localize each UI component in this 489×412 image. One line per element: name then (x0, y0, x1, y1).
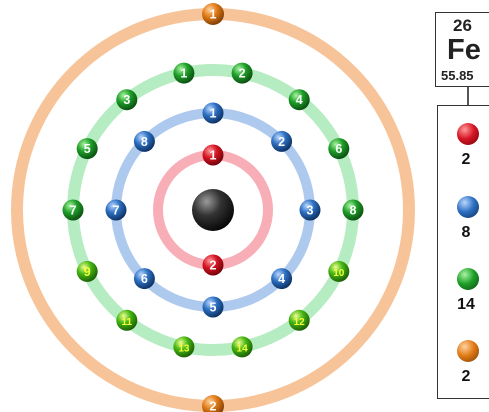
electron-number: 1 (210, 107, 217, 121)
electron-number: 13 (178, 343, 190, 354)
electron-number: 1 (210, 149, 217, 163)
electron-number: 3 (307, 204, 314, 218)
legend-count-shell-2: 8 (461, 224, 471, 241)
electron-number: 2 (278, 135, 285, 149)
shell-1-electron-2: 2 (202, 254, 224, 276)
legend-blue-electron-icon (457, 196, 479, 218)
electron-ball (76, 138, 98, 160)
electron-ball (271, 268, 293, 290)
shell-2-electron-7: 7 (105, 199, 127, 221)
electron-number: 1 (210, 8, 217, 22)
electron-number: 8 (350, 204, 357, 218)
electron-ball (231, 62, 253, 84)
electron-ball (173, 336, 195, 358)
shell-3-electron-10: 10 (328, 260, 350, 282)
shell-3-electron-13: 13 (173, 336, 195, 358)
electron-ball (288, 89, 310, 111)
atomic-number: 26 (453, 16, 472, 35)
shell-3-electron-1: 1 (173, 62, 195, 84)
shell-3-electron-6: 6 (328, 138, 350, 160)
atomic-mass: 55.85 (441, 68, 474, 83)
electron-number: 7 (113, 204, 120, 218)
shell-4-electron-1: 1 (202, 3, 224, 25)
electron-number: 4 (296, 93, 303, 107)
electron-ball (62, 199, 84, 221)
electron-number: 5 (210, 301, 217, 315)
element-symbol: Fe (447, 34, 481, 66)
legend-red-electron-icon (457, 123, 479, 145)
electron-ball (116, 89, 138, 111)
shell-3-electron-11: 11 (116, 309, 138, 331)
electron-number: 7 (70, 204, 77, 218)
electron-ball (105, 199, 127, 221)
electron-ball (328, 138, 350, 160)
shell-3-electron-12: 12 (288, 309, 310, 331)
electron-ball (173, 62, 195, 84)
card-connector-line (467, 87, 469, 105)
electron-ball (288, 309, 310, 331)
shell-3-electron-3: 3 (116, 89, 138, 111)
electron-number: 4 (278, 272, 285, 286)
legend-count-shell-3: 14 (457, 296, 475, 313)
electron-number: 6 (335, 142, 342, 156)
electron-ball (133, 130, 155, 152)
legend-count-shell-4: 2 (461, 368, 471, 385)
shell-2-electron-8: 8 (133, 130, 155, 152)
electron-number: 14 (237, 343, 249, 354)
electron-number: 2 (210, 259, 217, 273)
electron-ball (202, 254, 224, 276)
legend-count-shell-1: 2 (461, 151, 471, 168)
electron-number: 2 (210, 400, 217, 412)
legend-orange-electron-icon (457, 340, 479, 362)
nucleus (192, 189, 234, 231)
shell-2-electron-4: 4 (271, 268, 293, 290)
electron-ball (299, 199, 321, 221)
shell-3-electron-2: 2 (231, 62, 253, 84)
shell-3-electron-5: 5 (76, 138, 98, 160)
electron-ball (202, 102, 224, 124)
electron-ball (133, 268, 155, 290)
electron-number: 11 (122, 317, 133, 328)
electron-number: 10 (333, 268, 345, 279)
shell-3-electron-14: 14 (231, 336, 253, 358)
electron-ball (202, 144, 224, 166)
electron-number: 6 (141, 272, 148, 286)
shell-2-electron-6: 6 (133, 268, 155, 290)
electron-number: 2 (239, 67, 246, 81)
legend-green-electron-icon (457, 268, 479, 290)
shell-3-electron-4: 4 (288, 89, 310, 111)
shell-1-electron-1: 1 (202, 144, 224, 166)
electron-ball (202, 395, 224, 412)
electron-ball (328, 260, 350, 282)
electron-ball (271, 130, 293, 152)
shell-2-electron-3: 3 (299, 199, 321, 221)
electron-number: 3 (123, 93, 130, 107)
electron-number: 8 (141, 135, 148, 149)
electron-ball (342, 199, 364, 221)
element-card: 26 Fe 55.85 (435, 12, 489, 87)
electron-ball (202, 296, 224, 318)
shell-2-electron-1: 1 (202, 102, 224, 124)
electron-number: 1 (180, 67, 187, 81)
electron-ball (202, 3, 224, 25)
shell-3-electron-8: 8 (342, 199, 364, 221)
shell-4-electron-2: 2 (202, 395, 224, 412)
electron-ball (116, 309, 138, 331)
electron-ball (231, 336, 253, 358)
electron-number: 5 (84, 142, 91, 156)
shell-2-electron-2: 2 (271, 130, 293, 152)
electron-number: 12 (294, 317, 306, 328)
shell-2-electron-5: 5 (202, 296, 224, 318)
electron-number: 9 (84, 265, 91, 279)
shell-3-electron-9: 9 (76, 260, 98, 282)
electron-ball (76, 260, 98, 282)
shell-3-electron-7: 7 (62, 199, 84, 221)
